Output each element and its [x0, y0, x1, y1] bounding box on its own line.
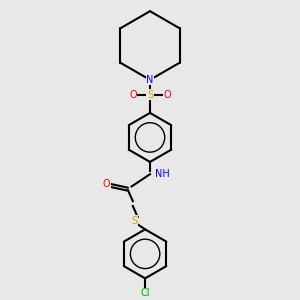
Text: N: N: [146, 75, 154, 85]
Text: O: O: [163, 89, 171, 100]
Text: S: S: [147, 89, 153, 100]
Text: NH: NH: [155, 169, 170, 179]
Text: S: S: [131, 216, 137, 226]
Text: Cl: Cl: [140, 288, 150, 298]
Text: O: O: [129, 89, 137, 100]
Text: O: O: [103, 179, 110, 189]
